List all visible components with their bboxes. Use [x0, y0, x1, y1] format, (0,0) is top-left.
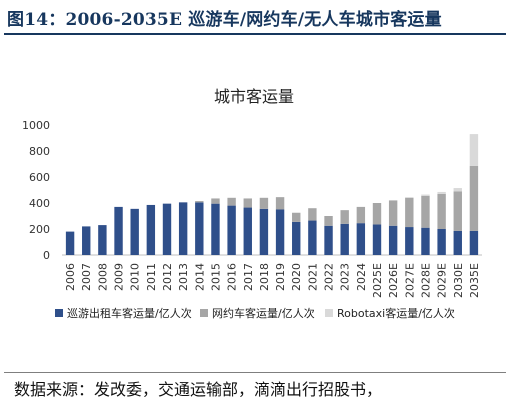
bar-segment-1	[211, 203, 220, 255]
x-tick-label: 2025E	[371, 263, 384, 298]
footer-divider	[4, 372, 506, 373]
bar-segment-1	[356, 223, 366, 255]
x-tick-label: 2010	[129, 263, 142, 291]
x-tick-label: 2007	[80, 263, 93, 291]
bar-segment-2	[324, 216, 333, 226]
x-tick-label: 2024	[355, 263, 368, 291]
bar-segment-1	[388, 225, 398, 255]
bar-segment-1	[453, 230, 462, 255]
bars-group	[65, 134, 479, 255]
y-tick-label: 200	[29, 223, 50, 236]
x-tick-label: 2017	[242, 263, 255, 291]
x-tick-label: 2009	[113, 263, 126, 291]
bar-segment-2	[356, 206, 366, 224]
bar-segment-1	[292, 221, 301, 255]
bar-segment-1	[372, 224, 382, 255]
chart-area: 城市客运量 0 200 400 600 800 1000 2006 2007 2008 2009…	[0, 36, 510, 366]
figure-title: 图14：2006-2035E 巡游车/网约车/无人车城市客运量	[7, 10, 442, 30]
x-tick-label: 2026E	[387, 263, 400, 298]
x-tick-label: 2008	[96, 263, 109, 291]
bar-segment-1	[114, 206, 123, 255]
bar-segment-1	[178, 202, 188, 255]
bar-segment-1	[162, 203, 172, 255]
bar-segment-1	[227, 205, 236, 255]
y-tick-label: 1000	[22, 119, 50, 132]
bar-segment-1	[82, 226, 91, 255]
bar-segment-1	[437, 229, 446, 255]
bar-segment-2	[469, 165, 479, 231]
bar-segment-1	[243, 207, 252, 255]
y-tick-label: 0	[43, 249, 50, 262]
legend-label: Robotaxi客运量/亿人次	[337, 306, 455, 320]
x-tick-label: 2016	[226, 263, 239, 291]
legend-swatch	[55, 309, 63, 317]
chart-title: 城市客运量	[214, 87, 294, 106]
bar-segment-1	[130, 208, 139, 255]
bar-segment-2	[388, 200, 398, 226]
bar-segment-3	[453, 188, 462, 192]
bar-segment-2	[308, 208, 317, 221]
legend: 巡游出租车客运量/亿人次 网约车客运量/亿人次 Robotaxi客运量/亿人次	[55, 306, 455, 320]
stacked-bar-chart: 城市客运量 0 200 400 600 800 1000 2006 2007 2008 2009…	[22, 87, 482, 320]
x-tick-label: 2011	[145, 263, 158, 291]
bar-segment-1	[259, 208, 269, 255]
y-tick-label: 400	[29, 197, 50, 210]
y-tick-label: 600	[29, 171, 50, 184]
bar-segment-2	[292, 212, 301, 222]
bar-segment-2	[453, 191, 462, 231]
bar-segment-1	[275, 209, 285, 255]
source-note: 数据来源：发改委，交通运输部，滴滴出行招股书，	[14, 380, 383, 399]
bar-segment-1	[98, 225, 107, 255]
x-tick-label: 2030E	[452, 263, 465, 298]
bar-segment-2	[421, 195, 430, 228]
bar-segment-1	[340, 223, 349, 255]
legend-label: 网约车客运量/亿人次	[212, 306, 315, 320]
bar-segment-1	[308, 220, 317, 255]
y-tick-label: 800	[29, 145, 50, 158]
y-axis-ticks: 0 200 400 600 800 1000	[22, 119, 50, 262]
x-tick-label: 2020	[290, 263, 303, 291]
bar-segment-1	[146, 204, 156, 255]
bar-segment-1	[469, 230, 479, 255]
bar-segment-1	[324, 225, 333, 255]
x-tick-label: 2023	[339, 263, 352, 291]
x-tick-label: 2035E	[468, 263, 481, 298]
bar-segment-1	[65, 231, 75, 255]
bar-segment-1	[405, 227, 414, 255]
bar-segment-1	[195, 202, 204, 255]
x-tick-label: 2019	[274, 263, 287, 291]
bar-segment-2	[259, 197, 269, 209]
bar-segment-2	[275, 197, 285, 210]
x-tick-label: 2022	[323, 263, 336, 291]
header-divider	[4, 33, 506, 35]
x-tick-label: 2012	[161, 263, 174, 291]
legend-label: 巡游出租车客运量/亿人次	[67, 306, 192, 320]
x-tick-label: 2029E	[436, 263, 449, 298]
x-tick-label: 2015	[209, 263, 222, 291]
x-tick-label: 2013	[177, 263, 190, 291]
x-axis-ticks: 2006 2007 2008 2009 2010 2011 2012 2013 2014 2015…	[64, 263, 481, 298]
bar-segment-3	[437, 191, 446, 194]
x-tick-label: 2027E	[403, 263, 416, 298]
bar-segment-1	[421, 227, 430, 255]
x-tick-label: 2014	[193, 263, 206, 291]
x-tick-label: 2028E	[419, 263, 432, 298]
bar-segment-2	[195, 201, 204, 203]
x-tick-label: 2006	[64, 263, 77, 291]
bar-segment-3	[469, 134, 479, 166]
x-tick-label: 2021	[306, 263, 319, 291]
bar-segment-2	[227, 197, 236, 206]
bar-segment-2	[405, 197, 414, 228]
bar-segment-3	[421, 194, 430, 196]
bar-segment-2	[211, 198, 220, 204]
bar-segment-2	[340, 210, 349, 224]
bar-segment-2	[372, 203, 382, 225]
figure-header: 图14：2006-2035E 巡游车/网约车/无人车城市客运量	[0, 0, 510, 35]
legend-swatch	[200, 309, 208, 317]
bar-segment-2	[437, 193, 446, 229]
bar-segment-2	[243, 198, 252, 208]
x-tick-label: 2018	[258, 263, 271, 291]
legend-swatch	[325, 309, 333, 317]
bar-segment-3	[405, 197, 414, 198]
